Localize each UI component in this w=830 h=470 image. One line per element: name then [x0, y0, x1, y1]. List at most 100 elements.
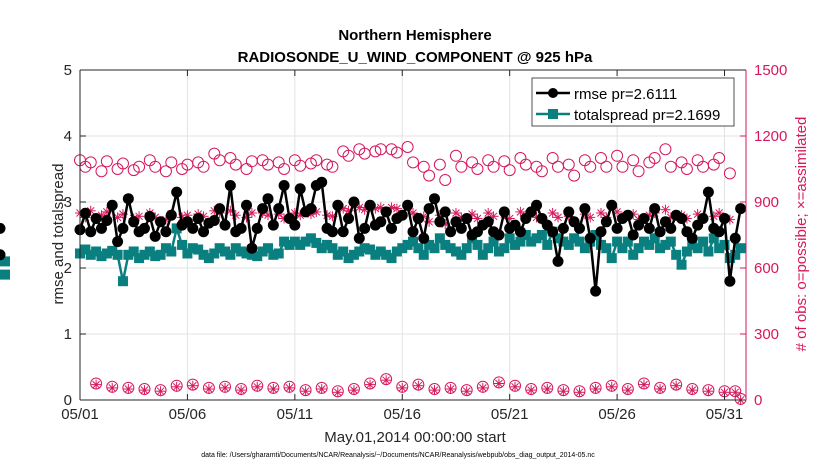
possible-obs-point [503, 164, 516, 177]
x-tick-label: 05/01 [61, 406, 99, 423]
rmse-point [364, 199, 376, 211]
rmse-point [713, 226, 725, 238]
possible-obs-point [455, 160, 468, 173]
rmse-point [531, 199, 543, 211]
possible-obs-point [95, 165, 108, 178]
assimilated-obs-point [547, 208, 558, 218]
totalspread-point [579, 243, 590, 254]
totalspread-point [295, 239, 306, 250]
assimilated-obs-point [429, 385, 440, 396]
totalspread-point [477, 249, 488, 260]
rmse-point [498, 206, 510, 218]
assimilated-obs-point [553, 212, 564, 223]
totalspread-point [638, 236, 649, 247]
rmse-point [579, 203, 591, 215]
totalspread-point [644, 239, 655, 250]
totalspread-point [536, 230, 547, 240]
totalspread-point [440, 239, 451, 250]
y-tick-label: 2 [64, 260, 72, 277]
totalspread-point [483, 243, 494, 254]
totalspread-point [322, 239, 333, 250]
totalspread-point [316, 243, 327, 254]
rmse-point [359, 222, 371, 234]
assimilated-obs-point [397, 382, 408, 393]
y-tick-label: 4 [64, 128, 72, 145]
chart-title: Northern Hemisphere [338, 27, 491, 44]
totalspread-point [182, 248, 193, 259]
totalspread-point [445, 243, 456, 254]
totalspread-point [504, 233, 515, 244]
assimilated-obs-point [107, 382, 118, 393]
rmse-point [445, 226, 457, 238]
rmse-point [423, 203, 435, 215]
totalspread-point [332, 249, 343, 260]
totalspread-point [327, 243, 338, 254]
assimilated-obs-point [123, 384, 134, 394]
totalspread-point [193, 244, 204, 255]
y2-axis-ticks: 0 300 600 900 1200 1500 [754, 62, 787, 409]
assimilated-obs-point [590, 384, 601, 394]
possible-obs-point [471, 163, 484, 175]
assimilated-obs-point [187, 380, 198, 391]
totalspread-point [622, 236, 633, 247]
y2-tick-label: 0 [754, 392, 762, 409]
possible-obs-point [278, 163, 291, 175]
totalspread-point [719, 239, 730, 250]
totalspread-point [434, 233, 445, 244]
rmse-point [235, 222, 247, 234]
possible-obs-point [439, 174, 452, 186]
assimilated-obs-point [660, 204, 671, 215]
totalspread-point [563, 239, 574, 250]
totalspread-point [676, 259, 687, 270]
chart-subtitle: RADIOSONDE_U_WIND_COMPONENT @ 925 hPa [238, 49, 593, 66]
totalspread-point [128, 246, 139, 257]
totalspread-point [601, 243, 612, 254]
assimilated-obs-point [365, 379, 376, 390]
totalspread-point [569, 233, 580, 244]
totalspread-point [289, 236, 300, 247]
rmse-point [257, 203, 269, 215]
rmse-point [332, 199, 344, 211]
assimilated-obs-point [246, 208, 257, 218]
x-axis-label: May.01,2014 00:00:00 start [324, 429, 506, 446]
rmse-point [246, 242, 258, 254]
totalspread-point [91, 246, 102, 257]
totalspread-point [123, 249, 134, 260]
rmse-point [214, 203, 226, 215]
x-tick-label: 05/26 [598, 406, 636, 423]
totalspread-point [558, 236, 569, 247]
totalspread-point [246, 249, 257, 260]
legend-box [531, 77, 735, 127]
rmse-point [171, 186, 183, 198]
possible-obs-point [713, 152, 726, 164]
possible-obs-point [659, 143, 672, 156]
totalspread-point [714, 243, 725, 254]
possible-obs-point [116, 157, 129, 170]
assimilated-obs-point [316, 384, 327, 394]
rmse-point [192, 213, 204, 224]
totalspread-point [520, 230, 531, 240]
totalspread-point [515, 236, 526, 247]
x-tick-label: 05/31 [706, 406, 744, 423]
y-axis-ticks: 0 1 2 3 4 5 [64, 62, 72, 409]
possible-obs-point [611, 149, 624, 162]
totalspread-point [456, 249, 467, 260]
possible-obs-point [369, 145, 382, 158]
assimilated-obs-point [461, 386, 472, 397]
totalspread-point [461, 243, 472, 254]
totalspread-point [343, 253, 354, 264]
rmse-point [702, 186, 714, 198]
possible-obs-point [423, 169, 436, 182]
assimilated-obs-point [472, 213, 483, 224]
totalspread-point [381, 249, 392, 260]
assimilated-obs-point [332, 387, 343, 398]
totalspread-point [499, 243, 510, 254]
totalspread-point [574, 236, 585, 247]
assimilated-obs-point [477, 382, 488, 393]
rmse-point [155, 216, 167, 228]
totalspread-point [150, 251, 161, 262]
assimilated-obs-point [493, 378, 504, 389]
rmse-point [348, 196, 360, 208]
rmse-point [482, 216, 494, 228]
assimilated-obs-point [445, 384, 456, 394]
